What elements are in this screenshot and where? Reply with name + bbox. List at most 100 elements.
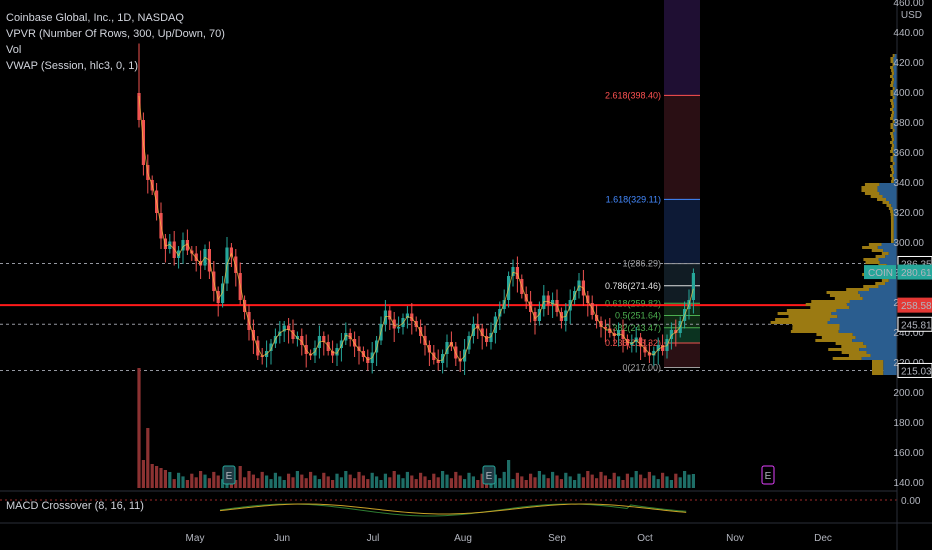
vp-up-row bbox=[894, 153, 897, 156]
volume-bar bbox=[304, 478, 308, 488]
vp-down-row bbox=[890, 222, 894, 225]
time-axis[interactable]: May Jun Jul Aug Sep Oct Nov Dec bbox=[0, 522, 932, 544]
candle-body bbox=[489, 333, 493, 342]
volume-bar bbox=[586, 471, 590, 488]
vp-up-row bbox=[836, 309, 897, 312]
vp-down-row bbox=[891, 147, 894, 150]
volume-bar bbox=[449, 478, 453, 488]
volume-bar bbox=[674, 473, 678, 488]
volume-bar bbox=[652, 475, 656, 488]
candle-body bbox=[449, 342, 453, 347]
macd-zero-value: 0.00 bbox=[901, 496, 921, 507]
candle-body bbox=[291, 330, 295, 339]
vp-up-row bbox=[892, 207, 897, 210]
volume-bar bbox=[163, 470, 167, 488]
volume-bar bbox=[546, 478, 550, 488]
legend-vwap[interactable]: VWAP (Session, hlc3, 0, 1) bbox=[6, 60, 139, 72]
vp-up-row bbox=[893, 57, 897, 60]
earnings-icon[interactable] bbox=[222, 465, 236, 485]
candle-body bbox=[485, 336, 489, 342]
price-tag bbox=[897, 362, 932, 378]
volume-bar bbox=[366, 479, 370, 488]
symbol-tag bbox=[864, 265, 896, 280]
earnings-icon[interactable] bbox=[482, 465, 496, 485]
vp-down-row bbox=[841, 351, 867, 354]
volume-bar bbox=[300, 474, 304, 488]
vp-up-row bbox=[870, 354, 897, 357]
vp-down-row bbox=[864, 192, 880, 195]
vp-up-row bbox=[883, 363, 897, 366]
vp-down-row bbox=[890, 57, 894, 60]
candle-body bbox=[168, 241, 172, 249]
y-tick-label: 440.00 bbox=[893, 28, 924, 39]
vp-up-row bbox=[878, 285, 897, 288]
earnings-label: E bbox=[486, 471, 493, 482]
vp-up-row bbox=[888, 279, 897, 282]
vp-up-row bbox=[893, 123, 897, 126]
volume-bar bbox=[573, 480, 577, 488]
vp-up-row bbox=[886, 198, 897, 201]
candle-body bbox=[533, 312, 537, 321]
fib-level-label: 0(217.00) bbox=[622, 363, 661, 373]
candle-body bbox=[229, 247, 233, 257]
volume-bar bbox=[691, 474, 695, 488]
earnings-icon[interactable] bbox=[761, 465, 775, 485]
vp-down-row bbox=[888, 207, 893, 210]
volume-bar bbox=[621, 480, 625, 488]
volume-bar bbox=[265, 475, 269, 488]
vp-up-row bbox=[891, 204, 897, 207]
vp-up-row bbox=[838, 330, 897, 333]
volume-bar bbox=[581, 477, 585, 488]
vp-down-row bbox=[892, 96, 895, 99]
macd-legend[interactable]: MACD Crossover (8, 16, 11) bbox=[6, 500, 144, 512]
fib-level-label: 0.786(271.46) bbox=[605, 281, 661, 291]
vp-up-row bbox=[879, 192, 897, 195]
vp-down-row bbox=[788, 315, 838, 318]
candle-body bbox=[181, 240, 185, 251]
vp-up-row bbox=[893, 141, 897, 144]
vp-down-row bbox=[810, 306, 850, 309]
volume-bar bbox=[634, 471, 638, 488]
volume-bar bbox=[243, 477, 247, 488]
vp-down-row bbox=[890, 213, 894, 216]
horizontal-lines[interactable] bbox=[0, 262, 897, 371]
volume-bar bbox=[639, 474, 643, 488]
volume-bar bbox=[454, 471, 458, 488]
vp-up-row bbox=[894, 162, 897, 165]
price-axis[interactable]: 140.00160.00180.00200.00220.00240.00260.… bbox=[864, 0, 932, 550]
volume-bar bbox=[458, 475, 462, 488]
vp-up-row bbox=[894, 129, 897, 132]
candle-body bbox=[691, 273, 695, 300]
legend-title[interactable]: Coinbase Global, Inc., 1D, NASDAQ bbox=[6, 12, 184, 24]
vp-down-row bbox=[871, 249, 884, 252]
volume-bar bbox=[511, 479, 515, 488]
earnings-label: E bbox=[765, 471, 772, 482]
vp-up-row bbox=[831, 312, 897, 315]
candle-body bbox=[177, 250, 181, 258]
vp-up-row bbox=[893, 135, 897, 138]
vp-down-row bbox=[886, 204, 892, 207]
vp-down-row bbox=[891, 105, 895, 108]
volume-bar bbox=[234, 480, 238, 488]
fib-level-label: 0.5(251.64) bbox=[615, 311, 661, 321]
volume-bar bbox=[410, 475, 414, 488]
vp-up-row bbox=[893, 228, 897, 231]
y-tick-label: 340.00 bbox=[893, 178, 924, 189]
candle-body bbox=[432, 352, 436, 360]
candle-body bbox=[555, 300, 559, 312]
vp-down-row bbox=[872, 366, 884, 369]
legend-vol[interactable]: Vol bbox=[6, 44, 22, 56]
vp-up-row bbox=[893, 69, 897, 72]
vp-down-row bbox=[891, 69, 894, 72]
volume-bar bbox=[502, 471, 506, 488]
volume-bar bbox=[568, 476, 572, 488]
legend-vpvr[interactable]: VPVR (Number Of Rows, 300, Up/Down, 70) bbox=[6, 28, 225, 40]
vp-up-row bbox=[893, 81, 897, 84]
volume-bar bbox=[542, 474, 546, 488]
vp-down-row bbox=[890, 126, 894, 129]
volume-bar bbox=[256, 478, 260, 488]
x-tick-label: Dec bbox=[814, 533, 832, 544]
chart-legend: Coinbase Global, Inc., 1D, NASDAQ VPVR (… bbox=[6, 10, 225, 74]
